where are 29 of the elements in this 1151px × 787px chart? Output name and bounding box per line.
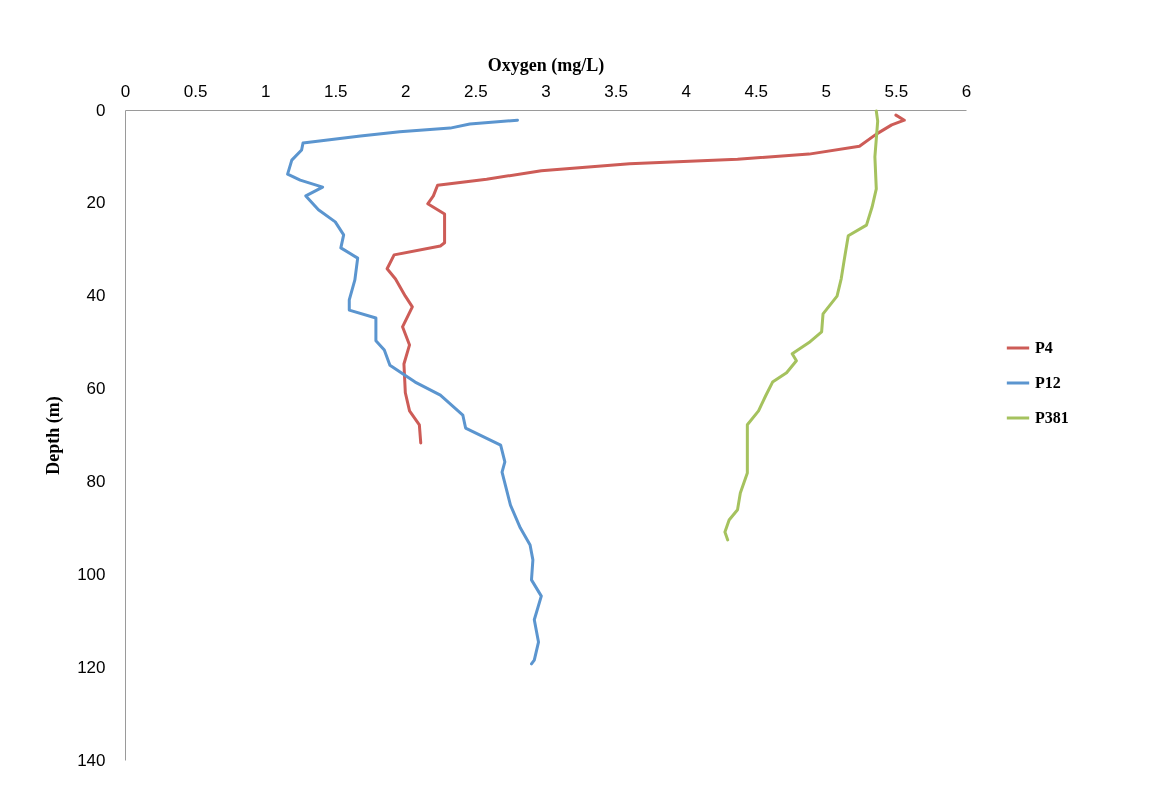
y-tick-label: 60 bbox=[86, 379, 106, 399]
x-tick-label: 3.5 bbox=[604, 81, 628, 101]
x-tick-label: 6 bbox=[961, 81, 972, 101]
legend-label: P381 bbox=[1035, 409, 1069, 426]
x-tick-label: 4 bbox=[681, 81, 691, 101]
x-tick-label: 2 bbox=[401, 81, 411, 101]
y-tick-label: 100 bbox=[77, 564, 106, 584]
y-tick-label: 80 bbox=[86, 471, 106, 491]
x-tick-label: 4.5 bbox=[744, 81, 769, 101]
y-tick-label: 20 bbox=[86, 193, 106, 213]
line-series bbox=[286, 118, 543, 666]
y-tick-label: 120 bbox=[77, 657, 106, 677]
x-tick-label: 1.5 bbox=[323, 81, 348, 101]
line-series bbox=[723, 109, 880, 542]
x-tick-label: 1 bbox=[260, 81, 271, 101]
legend-label: P4 bbox=[1035, 339, 1053, 356]
y-tick-label: 140 bbox=[77, 750, 106, 770]
y-tick-label: 0 bbox=[96, 100, 106, 120]
x-axis-title: Oxygen (mg/L) bbox=[487, 54, 605, 76]
x-tick-label: 0 bbox=[120, 81, 131, 101]
x-tick-label: 3 bbox=[541, 81, 551, 101]
x-tick-label: 5.5 bbox=[884, 81, 909, 101]
line-series bbox=[385, 113, 906, 445]
legend-label: P12 bbox=[1035, 374, 1061, 391]
y-axis-title: Depth (m) bbox=[43, 396, 65, 475]
x-tick-label: 0.5 bbox=[183, 81, 208, 101]
x-tick-label: 2.5 bbox=[464, 81, 488, 101]
x-tick-label: 5 bbox=[821, 81, 832, 101]
y-tick-label: 40 bbox=[86, 286, 106, 306]
